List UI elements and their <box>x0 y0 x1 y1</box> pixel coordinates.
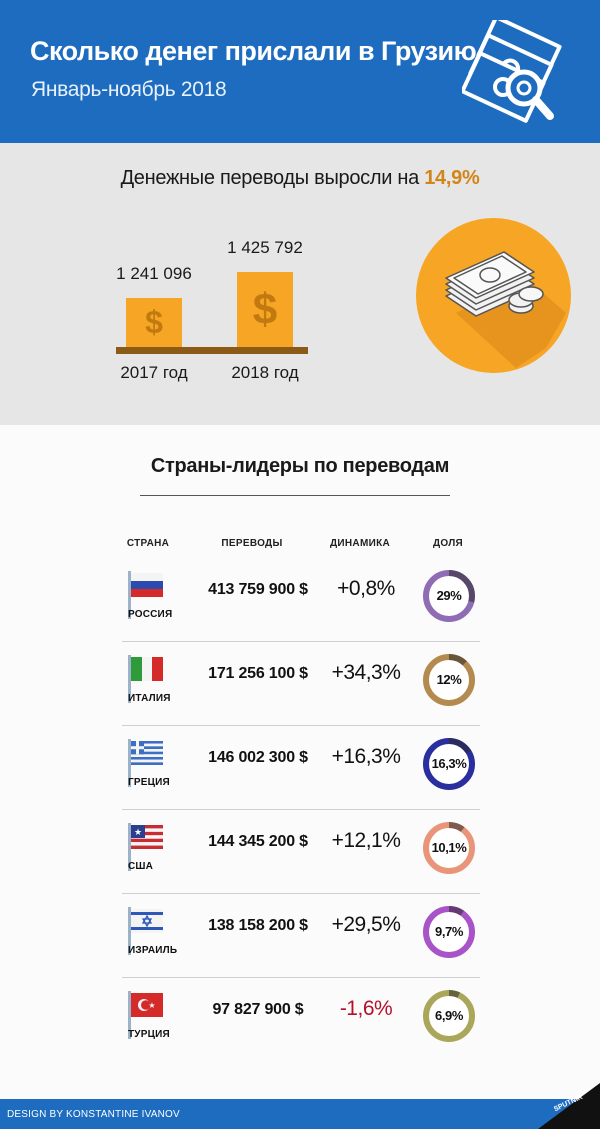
growth-headline-text: Денежные переводы выросли на <box>120 167 425 189</box>
donut-share-arc <box>423 654 475 706</box>
row-divider <box>122 809 480 810</box>
column-header-country: СТРАНА <box>126 538 170 549</box>
svg-text:★: ★ <box>134 828 142 838</box>
bar-value-2017: 1 241 096 <box>116 264 192 283</box>
transfer-amount: 97 827 900 $ <box>212 1001 304 1018</box>
dollar-icon: $ <box>252 284 278 334</box>
money-magnifier-icon <box>462 20 562 123</box>
growth-percent: 14,9% <box>424 167 480 189</box>
share-donut <box>423 990 475 1042</box>
flag-pole <box>128 823 131 871</box>
column-header-dynamics: ДИНАМИКА <box>330 538 390 549</box>
sputnik-logo-icon <box>538 1083 600 1129</box>
share-label: 9,7% <box>434 924 464 939</box>
share-label: 6,9% <box>434 1008 464 1023</box>
chart-baseline <box>116 347 308 354</box>
page-title: Сколько денег прислали в Грузию <box>30 36 477 66</box>
footer: DESIGN BY KONSTANTINE IVANOV SPUTNIK <box>0 1083 600 1129</box>
donut-share-arc <box>423 738 475 790</box>
share-label: 29% <box>436 588 462 603</box>
bar-2017: $ <box>126 298 182 347</box>
row-divider <box>122 893 480 894</box>
row-divider <box>122 977 480 978</box>
column-header-share: ДОЛЯ <box>432 538 464 549</box>
transfer-amount: 146 002 300 $ <box>208 749 308 766</box>
country-name: ИЗРАИЛЬ <box>128 945 178 956</box>
share-donut <box>423 654 475 706</box>
dollar-icon: $ <box>145 304 163 340</box>
donut-share-arc <box>423 822 475 874</box>
dynamics-value: +0,8% <box>337 577 395 600</box>
israel-flag-icon <box>131 909 163 933</box>
share-donut <box>423 738 475 790</box>
country-name: США <box>128 861 154 872</box>
dynamics-value: -1,6% <box>339 997 393 1020</box>
dynamics-value: +16,3% <box>331 745 401 768</box>
design-credit: DESIGN BY KONSTANTINE IVANOV <box>7 1109 180 1120</box>
country-name: ГРЕЦИЯ <box>128 777 170 788</box>
year-label-2017: 2017 год <box>120 363 188 382</box>
italy-flag-icon <box>131 657 163 681</box>
countries-section: Страны-лидеры по переводам СТРАНА ПЕРЕВО… <box>0 425 600 1099</box>
donut-share-arc <box>423 990 475 1042</box>
dynamics-value: +34,3% <box>331 661 401 684</box>
greece-flag-icon <box>131 741 163 765</box>
flag-pole <box>128 655 131 703</box>
row-divider <box>122 641 480 642</box>
header-banner: Сколько денег прислали в Грузию Январь-н… <box>0 0 600 143</box>
flag-pole <box>128 991 131 1039</box>
svg-text:★: ★ <box>148 1001 155 1010</box>
growth-section: Денежные переводы выросли на 14,9% 1 241… <box>0 143 600 425</box>
usa-flag-icon: ★ <box>131 825 163 849</box>
flag-pole <box>128 571 131 619</box>
transfer-amount: 144 345 200 $ <box>208 833 308 850</box>
country-name: ТУРЦИЯ <box>128 1029 170 1040</box>
share-donut <box>423 570 475 622</box>
share-donut <box>423 906 475 958</box>
country-name: РОССИЯ <box>128 609 173 620</box>
share-donut <box>423 822 475 874</box>
growth-headline: Денежные переводы выросли на 14,9% <box>0 167 600 190</box>
flag-pole <box>128 907 131 955</box>
russia-flag-icon <box>131 573 163 597</box>
row-divider <box>122 725 480 726</box>
transfer-amount: 413 759 900 $ <box>208 581 308 598</box>
dynamics-value: +12,1% <box>331 829 401 852</box>
share-label: 12% <box>436 672 462 687</box>
bar-2018: $ <box>237 272 293 347</box>
transfer-amount: 171 256 100 $ <box>208 665 308 682</box>
bar-value-2018: 1 425 792 <box>227 238 303 257</box>
share-label: 16,3% <box>431 756 467 771</box>
donut-share-arc <box>423 570 475 622</box>
turkey-flag-icon: ★ <box>131 993 163 1017</box>
flag-pole <box>128 739 131 787</box>
column-header-amount: ПЕРЕВОДЫ <box>221 538 283 549</box>
table-title: Страны-лидеры по переводам <box>150 455 450 477</box>
transfer-amount: 138 158 200 $ <box>208 917 308 934</box>
title-divider <box>140 495 450 496</box>
country-name: ИТАЛИЯ <box>128 693 171 704</box>
page-subtitle: Январь-ноябрь 2018 <box>31 78 227 101</box>
share-label: 10,1% <box>431 840 467 855</box>
dynamics-value: +29,5% <box>331 913 401 936</box>
cash-stack-icon <box>416 218 571 373</box>
donut-share-arc <box>423 906 475 958</box>
year-label-2018: 2018 год <box>231 363 299 382</box>
